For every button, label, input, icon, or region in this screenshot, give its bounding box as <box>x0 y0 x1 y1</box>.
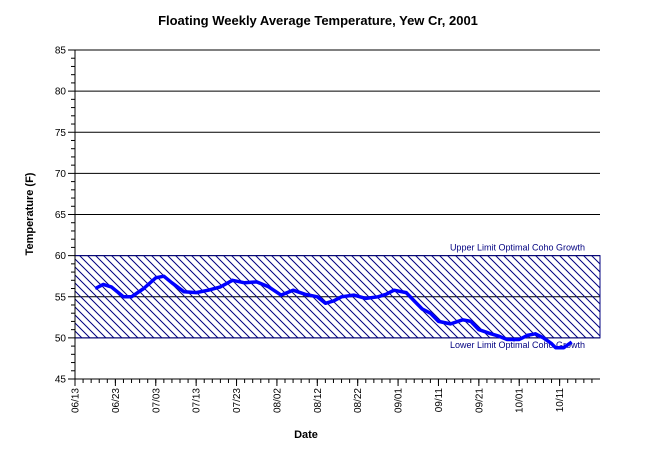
band-lower-label: Lower Limit Optimal Coho Growth <box>450 340 585 350</box>
y-tick-label: 60 <box>55 251 67 262</box>
x-tick-label: 09/21 <box>474 388 485 413</box>
optimal-band <box>74 255 601 339</box>
x-tick-label: 10/11 <box>555 388 566 413</box>
x-tick-label: 08/22 <box>353 388 364 413</box>
x-tick-label: 10/01 <box>515 388 526 413</box>
y-tick-label: 45 <box>55 375 67 386</box>
plot-area: Upper Limit Optimal Coho Growth Lower Lim… <box>55 46 601 413</box>
y-tick-label: 80 <box>55 87 67 98</box>
x-tick-label: 06/23 <box>111 388 122 413</box>
x-tick-label: 07/13 <box>192 388 203 413</box>
y-tick-label: 50 <box>55 333 67 344</box>
y-tick-label: 75 <box>55 128 67 139</box>
x-tick-label: 06/13 <box>71 388 82 413</box>
y-tick-label: 55 <box>55 292 67 303</box>
x-tick-label: 09/01 <box>394 388 405 413</box>
x-tick-label: 08/02 <box>272 388 283 413</box>
chart-title: Floating Weekly Average Temperature, Yew… <box>158 13 478 28</box>
x-tick-label: 09/11 <box>434 388 445 413</box>
x-tick-label: 07/23 <box>232 388 243 413</box>
x-tick-label: 07/03 <box>151 388 162 413</box>
y-tick-label: 85 <box>55 46 67 57</box>
y-axis-label: Temperature (F) <box>24 172 36 255</box>
x-axis-label: Date <box>294 429 318 441</box>
data-line <box>94 274 573 350</box>
y-tick-label: 65 <box>55 210 67 221</box>
band-upper-label: Upper Limit Optimal Coho Growth <box>450 243 585 253</box>
y-tick-label: 70 <box>55 169 67 180</box>
x-tick-label: 08/12 <box>313 388 324 413</box>
